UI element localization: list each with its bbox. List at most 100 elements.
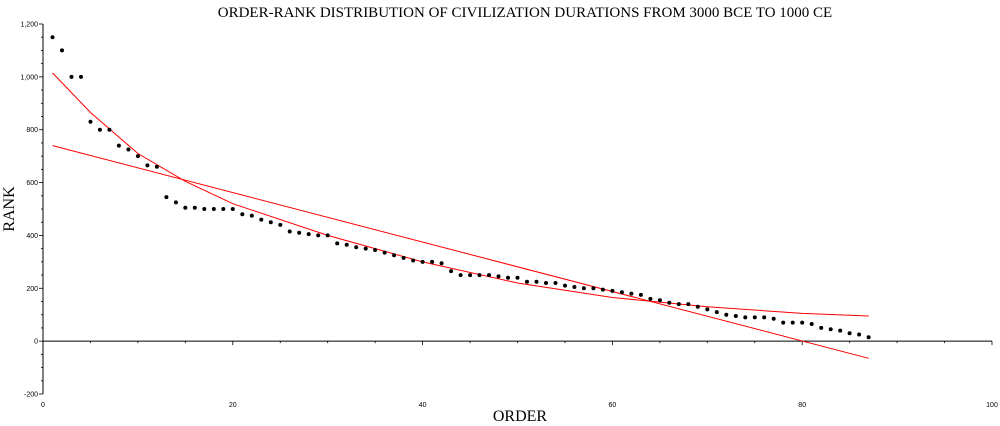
fit-lines [52, 72, 869, 359]
data-point [240, 212, 245, 217]
data-point [600, 287, 605, 292]
data-point [781, 320, 786, 325]
data-point [581, 286, 586, 291]
data-point [363, 246, 368, 251]
data-point [268, 220, 273, 225]
data-point [439, 261, 444, 266]
data-point [401, 255, 406, 260]
y-tick-label: 1,000 [20, 74, 38, 81]
data-point [790, 320, 795, 325]
data-point [648, 296, 653, 301]
data-point [278, 222, 283, 227]
data-point [705, 307, 710, 312]
data-point [325, 233, 330, 238]
data-point [714, 310, 719, 315]
data-point [107, 127, 112, 132]
y-tick-label: 200 [26, 286, 38, 293]
data-point [449, 269, 454, 274]
x-axis-label: ORDER [493, 408, 548, 425]
data-point [695, 304, 700, 309]
data-point [762, 315, 767, 320]
data-point [79, 74, 83, 79]
data-point [354, 245, 359, 250]
data-point [69, 74, 74, 79]
power-fit-line [52, 72, 869, 317]
data-point [477, 273, 482, 278]
x-tick-label: 100 [986, 402, 998, 409]
data-point [382, 250, 387, 255]
data-point [344, 242, 349, 247]
data-point [88, 119, 93, 124]
data-point [411, 258, 416, 263]
data-point [515, 275, 520, 280]
data-point [145, 163, 150, 168]
data-point [259, 217, 264, 222]
data-point [126, 147, 131, 152]
data-point [335, 241, 340, 246]
data-point [192, 205, 197, 210]
data-point [173, 200, 178, 205]
data-point [638, 292, 643, 297]
y-tick-label: 400 [26, 233, 38, 240]
data-point [610, 288, 615, 293]
data-point [221, 207, 226, 211]
data-point [50, 35, 55, 40]
data-point [487, 273, 491, 278]
chart-title: ORDER-RANK DISTRIBUTION OF CIVILIZATION … [218, 5, 832, 21]
y-tick-label: 0 [34, 339, 38, 346]
data-point [572, 285, 577, 289]
data-point [496, 274, 501, 279]
y-tick-label: 600 [26, 180, 38, 187]
data-point [202, 207, 207, 211]
data-point [591, 286, 596, 291]
data-point [373, 248, 378, 252]
data-point [686, 302, 691, 307]
data-point [154, 164, 159, 169]
x-tick-label: 80 [798, 402, 806, 409]
data-point [97, 127, 102, 132]
data-point [287, 229, 292, 234]
data-point [534, 279, 539, 284]
data-point [819, 325, 824, 330]
y-tick-label: -200 [24, 392, 38, 399]
data-point [771, 316, 776, 321]
data-point [60, 48, 64, 53]
data-point [828, 327, 833, 332]
data-point [249, 213, 254, 218]
data-point [619, 290, 624, 295]
x-tick-label: 40 [419, 402, 427, 409]
data-point [676, 302, 681, 307]
data-point [629, 291, 634, 296]
data-point [183, 205, 188, 210]
y-tick-label: 1,200 [20, 22, 38, 29]
data-point [525, 279, 529, 284]
y-tick-label: 800 [26, 127, 38, 134]
data-point [135, 154, 140, 159]
x-tick-label: 60 [609, 402, 617, 409]
data-point [667, 300, 672, 305]
data-point [164, 195, 169, 200]
data-point [468, 273, 473, 278]
data-point [211, 207, 216, 211]
data-point [752, 315, 757, 320]
data-point [800, 320, 805, 325]
x-tick-label: 0 [41, 402, 45, 409]
linear-fit-line [52, 145, 869, 359]
data-points [50, 35, 871, 340]
data-point [544, 281, 548, 285]
data-point [392, 253, 397, 258]
data-point [657, 298, 662, 303]
data-point [430, 259, 435, 264]
data-point [116, 143, 121, 148]
data-point [553, 281, 558, 285]
x-tick-label: 20 [229, 402, 237, 409]
y-axis-label: RANK [1, 186, 18, 232]
data-point [857, 332, 862, 337]
data-point [838, 328, 843, 333]
data-point [458, 273, 463, 278]
data-point [866, 335, 871, 340]
data-point [733, 314, 738, 318]
data-point [506, 275, 510, 280]
data-point [724, 312, 729, 317]
